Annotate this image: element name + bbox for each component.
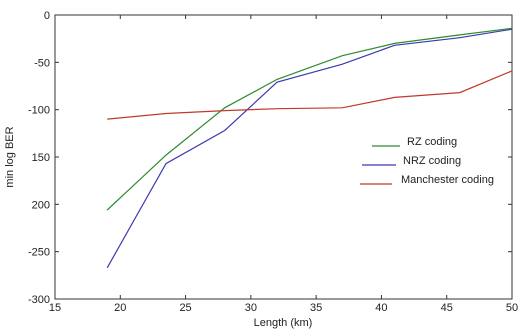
series-line-nrz-coding xyxy=(106,28,513,269)
legend-label: RZ coding xyxy=(407,136,457,148)
y-tick-label: 150 xyxy=(32,152,50,164)
y-tick-label: -50 xyxy=(34,57,50,69)
x-axis-title: Length (km) xyxy=(254,317,313,329)
x-tick-label: 25 xyxy=(179,302,191,314)
x-tick-label: 15 xyxy=(49,302,61,314)
axes-layer: 15 20 25 30 35 40 45 50 0 -50 -100 150 200 -250 -300 xyxy=(28,10,518,314)
x-tick-label: 35 xyxy=(310,302,322,314)
y-axis-title: min log BER xyxy=(4,126,16,187)
y-tick-label: 0 xyxy=(44,10,50,22)
series-line-rz-coding xyxy=(106,27,513,211)
x-tick-label: 50 xyxy=(506,302,518,314)
series-layer xyxy=(106,27,513,269)
y-tick-label: -100 xyxy=(28,105,50,117)
x-tick-label: 30 xyxy=(245,302,257,314)
legend-label: NRZ coding xyxy=(403,155,461,167)
x-tick-label: 20 xyxy=(114,302,126,314)
legend: RZ coding NRZ coding Manchester coding xyxy=(360,136,494,186)
series-line-manchester-coding xyxy=(107,70,513,120)
plot-area xyxy=(54,14,513,300)
y-tick-label: 200 xyxy=(32,199,50,211)
legend-label: Manchester coding xyxy=(401,174,494,186)
x-tick-label: 40 xyxy=(375,302,387,314)
x-tick-label: 45 xyxy=(441,302,453,314)
y-tick-label: -250 xyxy=(28,247,50,259)
y-tick-label: -300 xyxy=(28,294,50,306)
